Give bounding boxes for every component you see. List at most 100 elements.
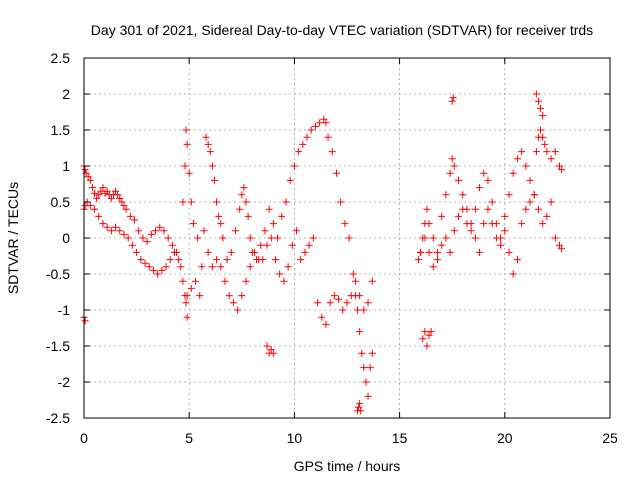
x-tick-label: 25	[602, 430, 618, 446]
data-point	[476, 184, 484, 192]
data-point	[267, 234, 275, 242]
data-point	[295, 148, 303, 156]
data-point	[213, 198, 221, 206]
data-point	[107, 194, 115, 202]
data-point	[182, 299, 190, 307]
data-point	[551, 234, 559, 242]
data-point	[488, 220, 496, 228]
data-point	[341, 220, 349, 228]
data-point	[257, 241, 265, 249]
data-point	[107, 227, 115, 235]
data-point	[217, 263, 225, 271]
data-point	[530, 191, 538, 199]
data-point	[459, 191, 467, 199]
data-point	[238, 292, 246, 300]
data-point	[322, 320, 330, 328]
x-tick-label: 15	[392, 430, 408, 446]
data-point	[497, 241, 505, 249]
data-point	[183, 140, 191, 148]
data-point	[442, 191, 450, 199]
data-point	[267, 346, 275, 354]
data-point	[213, 256, 221, 264]
data-point	[311, 122, 319, 130]
data-point	[343, 299, 351, 307]
data-point	[114, 191, 122, 199]
data-point	[135, 227, 143, 235]
data-point	[276, 270, 284, 278]
y-tick-label: 1.5	[51, 122, 71, 138]
data-point	[354, 306, 362, 314]
y-tick-label: 2.5	[51, 50, 71, 66]
data-point	[543, 212, 551, 220]
data-point	[366, 364, 374, 372]
data-point	[358, 349, 366, 357]
data-point	[558, 245, 566, 253]
data-point	[356, 328, 364, 336]
data-point	[537, 104, 545, 112]
data-point	[433, 248, 441, 256]
data-point	[351, 277, 359, 285]
data-point	[509, 169, 517, 177]
y-axis-label: SDTVAR / TECUs	[5, 182, 21, 294]
y-tick-label: 0.5	[51, 194, 71, 210]
data-point	[122, 205, 130, 213]
data-point	[330, 292, 338, 300]
data-point	[309, 234, 317, 242]
x-tick-labels: 0 5 10 15 20 25	[80, 430, 618, 446]
data-point	[476, 248, 484, 256]
y-tick-label: -0.5	[46, 266, 70, 282]
data-point	[415, 256, 423, 264]
data-point	[501, 227, 509, 235]
data-point	[532, 90, 540, 98]
data-point	[86, 176, 94, 184]
data-point	[103, 223, 111, 231]
data-point	[179, 198, 187, 206]
data-point	[446, 169, 454, 177]
data-point	[364, 392, 372, 400]
data-point	[450, 227, 458, 235]
data-point	[297, 256, 305, 264]
data-point	[145, 263, 153, 271]
data-point	[194, 234, 202, 242]
x-tick-label: 10	[287, 430, 303, 446]
data-point	[328, 148, 336, 156]
data-point	[269, 349, 277, 357]
data-point	[149, 266, 157, 274]
data-point	[492, 234, 500, 242]
data-point	[187, 198, 195, 206]
data-point	[206, 148, 214, 156]
data-point	[427, 328, 435, 336]
data-point	[513, 155, 521, 163]
data-point	[318, 313, 326, 321]
data-point	[128, 241, 136, 249]
data-point	[143, 238, 151, 246]
data-point	[126, 212, 134, 220]
data-point	[539, 220, 547, 228]
data-point	[189, 220, 197, 228]
data-point	[307, 126, 315, 134]
data-point	[112, 223, 120, 231]
data-point	[299, 140, 307, 148]
data-point	[236, 205, 244, 213]
data-point	[182, 126, 190, 134]
data-point	[196, 292, 204, 300]
data-point	[537, 126, 545, 134]
data-point	[116, 227, 124, 235]
data-point	[448, 97, 456, 105]
data-point	[116, 194, 124, 202]
data-point	[539, 133, 547, 141]
data-point	[181, 162, 189, 170]
data-point	[86, 202, 94, 210]
data-point	[99, 184, 107, 192]
data-point	[332, 169, 340, 177]
data-point	[423, 342, 431, 350]
data-point	[286, 176, 294, 184]
data-point	[505, 191, 513, 199]
data-point	[484, 176, 492, 184]
data-point	[360, 364, 368, 372]
x-tick-label: 5	[185, 430, 193, 446]
data-point	[421, 328, 429, 336]
data-point	[97, 187, 105, 195]
data-point	[250, 248, 258, 256]
data-point	[324, 133, 332, 141]
